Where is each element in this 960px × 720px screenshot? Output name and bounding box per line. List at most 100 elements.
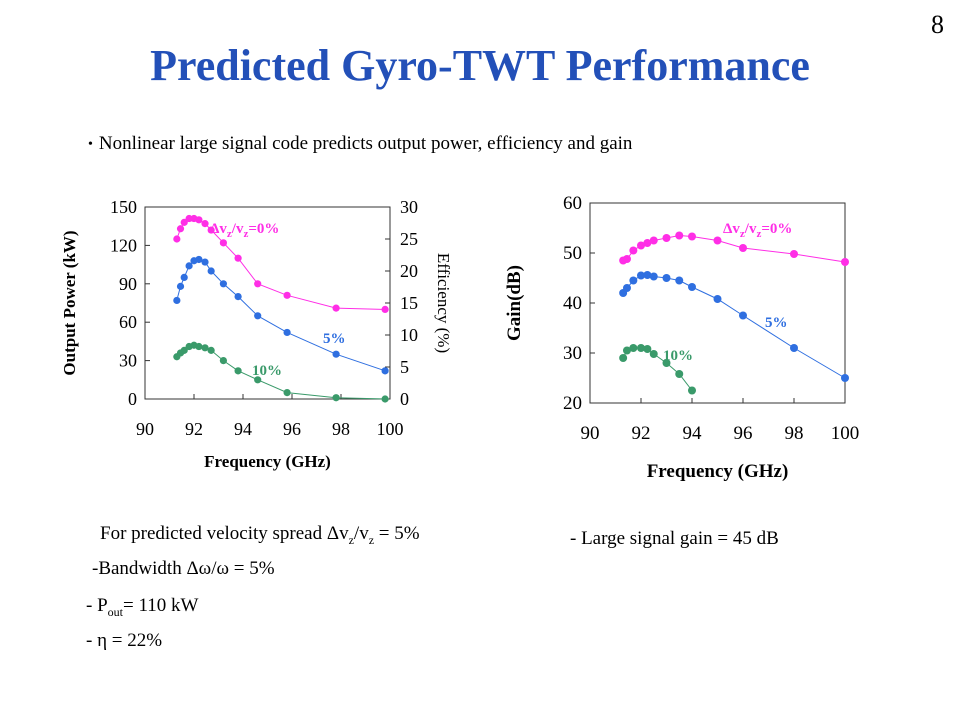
data-point: [649, 236, 658, 245]
data-point: [173, 235, 181, 243]
data-point: [662, 359, 671, 367]
series-2: [619, 344, 696, 395]
data-point: [649, 272, 658, 281]
data-point: [195, 216, 203, 224]
data-point: [201, 258, 209, 266]
series-label: 5%: [765, 315, 788, 331]
data-point: [219, 280, 227, 288]
x-tick-label: 96: [283, 419, 301, 439]
data-point: [739, 244, 747, 252]
data-point: [195, 342, 203, 351]
bandwidth-value: = 5%: [228, 558, 275, 579]
series-label-part: z: [740, 228, 745, 240]
y2-tick-label: 5: [400, 357, 409, 377]
bullet-text: Nonlinear large signal code predicts out…: [98, 133, 633, 154]
data-point: [207, 226, 215, 234]
data-point: [841, 374, 849, 382]
x-tick-label: 92: [185, 419, 203, 439]
y2-tick-label: 0: [400, 389, 409, 409]
x-tick-label: 100: [831, 423, 860, 444]
data-point: [643, 239, 652, 247]
series-1: [173, 255, 389, 375]
data-point: [643, 271, 652, 279]
data-point: [629, 246, 638, 255]
y-axis-label: Output Power (kW): [60, 230, 79, 375]
data-point: [207, 346, 215, 354]
bullet-item: • Nonlinear large signal code predicts ou…: [88, 133, 632, 155]
data-point: [234, 293, 242, 301]
y-tick-label: 150: [110, 197, 137, 217]
y-tick-label: 30: [563, 343, 582, 364]
y2-tick-label: 10: [400, 325, 418, 345]
series-label: 5%: [323, 331, 346, 347]
y-tick-label: 50: [563, 243, 582, 264]
data-point: [381, 305, 389, 313]
data-point: [254, 280, 262, 288]
gain-note: - Large signal gain = 45 dB: [570, 528, 779, 549]
data-point: [254, 376, 262, 384]
bandwidth-symbol: Δω/ω: [186, 558, 229, 579]
series-label: Δvz/vz=0%: [723, 221, 792, 240]
data-point: [713, 295, 722, 303]
data-point: [332, 350, 340, 358]
data-point: [637, 241, 645, 250]
x-tick-label: 94: [234, 419, 252, 439]
data-point: [790, 250, 798, 258]
x-axis-label: Frequency (GHz): [204, 452, 331, 471]
data-point: [790, 344, 798, 352]
efficiency-note: - η = 22%: [86, 630, 162, 652]
series-label-part: z: [756, 228, 761, 240]
data-point: [629, 344, 638, 352]
y2-tick-label: 30: [400, 197, 418, 217]
data-point: [219, 239, 227, 247]
x-axis-label: Frequency (GHz): [647, 461, 789, 482]
y-tick-label: 60: [563, 193, 582, 214]
data-point: [234, 254, 242, 262]
data-point: [219, 357, 227, 365]
data-point: [332, 394, 340, 402]
data-point: [675, 276, 684, 285]
x-tick-label: 94: [683, 423, 703, 444]
velocity-spread-delta: Δ: [326, 523, 340, 544]
x-tick-label: 96: [734, 423, 753, 444]
y-axis-label: Gain(dB): [504, 265, 525, 341]
data-point: [173, 296, 181, 305]
series-label: Δvz/vz=0%: [210, 221, 279, 240]
series-label-part: Δv: [723, 221, 740, 237]
y-tick-label: 90: [119, 274, 137, 294]
x-tick-label: 100: [377, 419, 404, 439]
data-point: [201, 220, 209, 228]
efficiency-value: = 22%: [107, 630, 163, 651]
data-point: [207, 267, 215, 275]
data-point: [688, 283, 696, 291]
gain-chart: 90 92 94 96 98 100 20 30 40 50 60 Frequency (GHz) Ga…: [504, 193, 860, 482]
data-point: [619, 354, 628, 362]
data-point: [643, 345, 652, 353]
velocity-spread-slash: /v: [353, 523, 369, 544]
data-point: [234, 367, 242, 375]
series-line: [622, 274, 846, 379]
series-2: [173, 341, 389, 403]
slide-title: Predicted Gyro-TWT Performance: [150, 41, 810, 90]
efficiency-symbol: η: [97, 630, 108, 651]
output-power-efficiency-chart: 90 92 94 96 98 100 0 30 60 90 120 150 0 5 10 15 20 25 30 Ef…: [60, 197, 453, 471]
data-point: [688, 386, 696, 395]
data-point: [622, 284, 631, 292]
y-tick-label: 0: [128, 389, 137, 409]
data-point: [180, 346, 188, 354]
series-1: [619, 271, 849, 382]
x-tick-label: 98: [332, 419, 350, 439]
y-tick-label: 30: [119, 351, 137, 371]
data-point: [283, 291, 291, 299]
data-point: [180, 218, 188, 226]
data-point: [195, 255, 203, 264]
data-point: [622, 346, 631, 355]
slide-number: 8: [931, 10, 944, 39]
output-power-note: - Pout= 110 kW: [86, 595, 198, 620]
series-label-part: =0%: [761, 221, 792, 237]
data-point: [649, 350, 658, 358]
data-point: [629, 276, 638, 285]
y-tick-label: 40: [563, 293, 582, 314]
data-point: [332, 304, 340, 312]
bullet-dot-icon: •: [88, 136, 93, 152]
